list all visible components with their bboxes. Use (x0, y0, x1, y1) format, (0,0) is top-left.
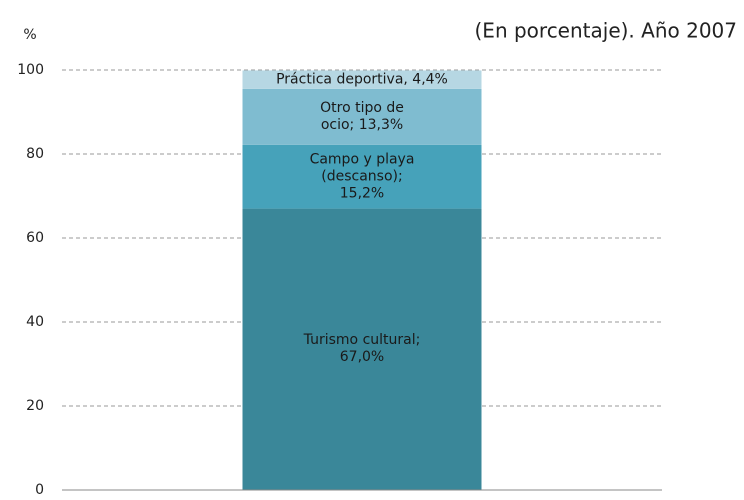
data-label: Turismo cultural; 67,0% (303, 332, 421, 366)
data-label: Otro tipo de ocio; 13,3% (320, 99, 404, 133)
bar-segment (242, 70, 482, 89)
y-tick-label: 20 (26, 398, 44, 414)
bar-segment (242, 88, 482, 145)
bar-segment (242, 144, 482, 209)
y-tick-label: 100 (17, 62, 44, 78)
chart-title: (En porcentaje). Año 2007 (475, 19, 738, 43)
y-tick-label: 60 (26, 230, 44, 246)
data-label: Campo y playa (descanso); 15,2% (309, 151, 415, 202)
y-tick-label: 0 (35, 482, 44, 498)
y-axis-label: % (23, 27, 36, 43)
y-tick-label: 40 (26, 314, 44, 330)
bar-segment (242, 208, 482, 490)
data-label: Práctica deportiva, 4,4% (276, 71, 448, 88)
y-tick-label: 80 (26, 146, 44, 162)
